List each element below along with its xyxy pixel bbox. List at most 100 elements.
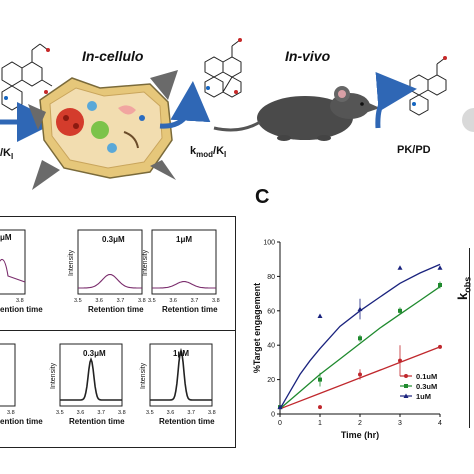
x-tick-label: 2 — [358, 420, 362, 427]
x-tick-label: 1 — [318, 420, 322, 427]
rate-mid-k: k — [190, 145, 197, 157]
legend-marker — [404, 384, 408, 388]
fit-curve-1uM — [279, 263, 441, 410]
x-tick-label: 3.8 — [208, 410, 216, 416]
data-point — [318, 405, 322, 410]
chromatogram-frame-partial — [0, 229, 26, 295]
y-tick-label: 100 — [263, 240, 275, 247]
legend-label: 0.1uM — [416, 372, 437, 381]
legend-label: 1uM — [416, 392, 431, 401]
mouse-illustration — [213, 86, 380, 141]
workflow-schematic — [0, 38, 474, 190]
legend-marker — [403, 393, 409, 398]
y-axis-title: %Target engagement — [252, 283, 262, 373]
x-axis-label: Retention time — [162, 305, 218, 314]
legend-marker — [404, 374, 408, 378]
concentration-label: 0.3μM — [102, 235, 125, 244]
y-axis-label: Intensity — [140, 362, 147, 389]
x-axis-label-partial: ention time — [0, 305, 43, 314]
y-axis-label: Intensity — [142, 249, 149, 276]
chromatogram-trace — [60, 357, 122, 401]
arrow-vivo-to-pkpd — [375, 71, 417, 129]
fit-curve-0.3uM — [279, 286, 441, 410]
data-point — [438, 344, 442, 349]
x-axis-label: Retention time — [88, 305, 144, 314]
x-tick-label: 3.6 — [169, 298, 177, 304]
x-tick-label: 3.5 — [148, 298, 156, 304]
data-point — [317, 313, 323, 318]
panel-letter-text: C — [255, 186, 270, 208]
target-engagement-chart: 0 20 40 60 80 100 0 1 2 3 4 Time (hr) %Target engage… — [252, 240, 443, 440]
data-point — [398, 358, 402, 363]
data-point — [398, 308, 402, 313]
x-tick-label: 3.5 — [146, 410, 154, 416]
legend-label: 0.3uM — [416, 382, 437, 391]
kobs-sub: obs — [462, 276, 473, 293]
x-tick-label: 3.6 — [77, 410, 85, 416]
x-tick-label: 3.8 — [138, 298, 146, 304]
chromatogram-frame — [151, 229, 217, 295]
rate-mid-sub: mod — [196, 150, 214, 160]
chromatogram-frame-partial — [0, 343, 16, 407]
y-axis-label: Intensity — [68, 249, 75, 276]
x-tick-label: 3.6 — [167, 410, 175, 416]
sphere-illustration — [462, 108, 474, 132]
data-point — [318, 377, 322, 382]
rate-left-text: /K — [0, 147, 11, 159]
panel-letter: C — [255, 186, 269, 209]
x-tick-label: 3.7 — [191, 298, 199, 304]
x-axis-label: Retention time — [159, 417, 215, 426]
y-axis-label: Intensity — [50, 362, 57, 389]
y-tick-label: 40 — [267, 343, 275, 350]
data-point — [277, 404, 283, 410]
y-tick-label: 0 — [271, 412, 275, 419]
chromatogram-frame — [77, 229, 143, 295]
data-point — [438, 283, 442, 287]
x-tick-label: 4 — [438, 420, 442, 427]
rate-left-sub: I — [11, 152, 14, 162]
stage-label-in-cellulo-text: In-cellulo — [82, 48, 144, 64]
stage-label-in-vivo-text: In-vivo — [285, 48, 331, 64]
rate-label-left: /KI — [0, 147, 13, 161]
x-tick-label: 3.8 — [212, 298, 220, 304]
arrow-cellulo-to-vivo — [159, 81, 211, 129]
x-axis-label: Retention time — [69, 417, 125, 426]
x-tick-label: 3.6 — [95, 298, 103, 304]
chromatogram-trace-partial — [0, 258, 26, 283]
stage-label-in-vivo: In-vivo — [285, 48, 330, 64]
x-axis-label-partial: ention time — [0, 417, 43, 426]
right-panel-axis-line — [469, 248, 470, 428]
concentration-label: 0.3μM — [83, 349, 106, 358]
cell-illustration — [28, 70, 178, 190]
x-tick-label: 3.8 — [118, 410, 126, 416]
chromatogram-box — [0, 216, 236, 448]
data-point — [358, 336, 362, 341]
chromatogram-frame — [59, 343, 123, 407]
data-point — [437, 265, 443, 270]
chromatogram-trace — [150, 347, 212, 401]
molecule-structure-left — [1, 43, 53, 111]
rate-mid-tail-sub: I — [224, 150, 227, 160]
concentration-label: 1μM — [176, 235, 192, 244]
rate-mid-tail: /K — [213, 145, 225, 157]
pkpd-text: PK/PD — [397, 144, 431, 156]
concentration-label: 1μM — [173, 349, 189, 358]
data-point — [358, 372, 362, 377]
data-point — [357, 306, 363, 312]
x-tick-label: 3 — [398, 420, 402, 427]
x-tick-label: 3.7 — [187, 410, 195, 416]
chromatogram-trace — [78, 273, 142, 289]
x-tick-label: 3.5 — [56, 410, 64, 416]
pkpd-label: PK/PD — [397, 144, 431, 156]
stage-label-in-cellulo: In-cellulo — [82, 48, 143, 64]
concentration-label-partial: μM — [0, 233, 12, 242]
chromatogram-trace — [152, 280, 216, 289]
x-tick-label: 3.8 — [16, 298, 24, 304]
x-tick-label: 3.7 — [97, 410, 105, 416]
molecule-structure-right — [409, 56, 447, 116]
y-tick-label: 60 — [267, 308, 275, 315]
y-tick-label: 80 — [267, 274, 275, 281]
rate-label-middle: kmod/KI — [190, 145, 226, 159]
chromatogram-frame — [149, 343, 213, 407]
